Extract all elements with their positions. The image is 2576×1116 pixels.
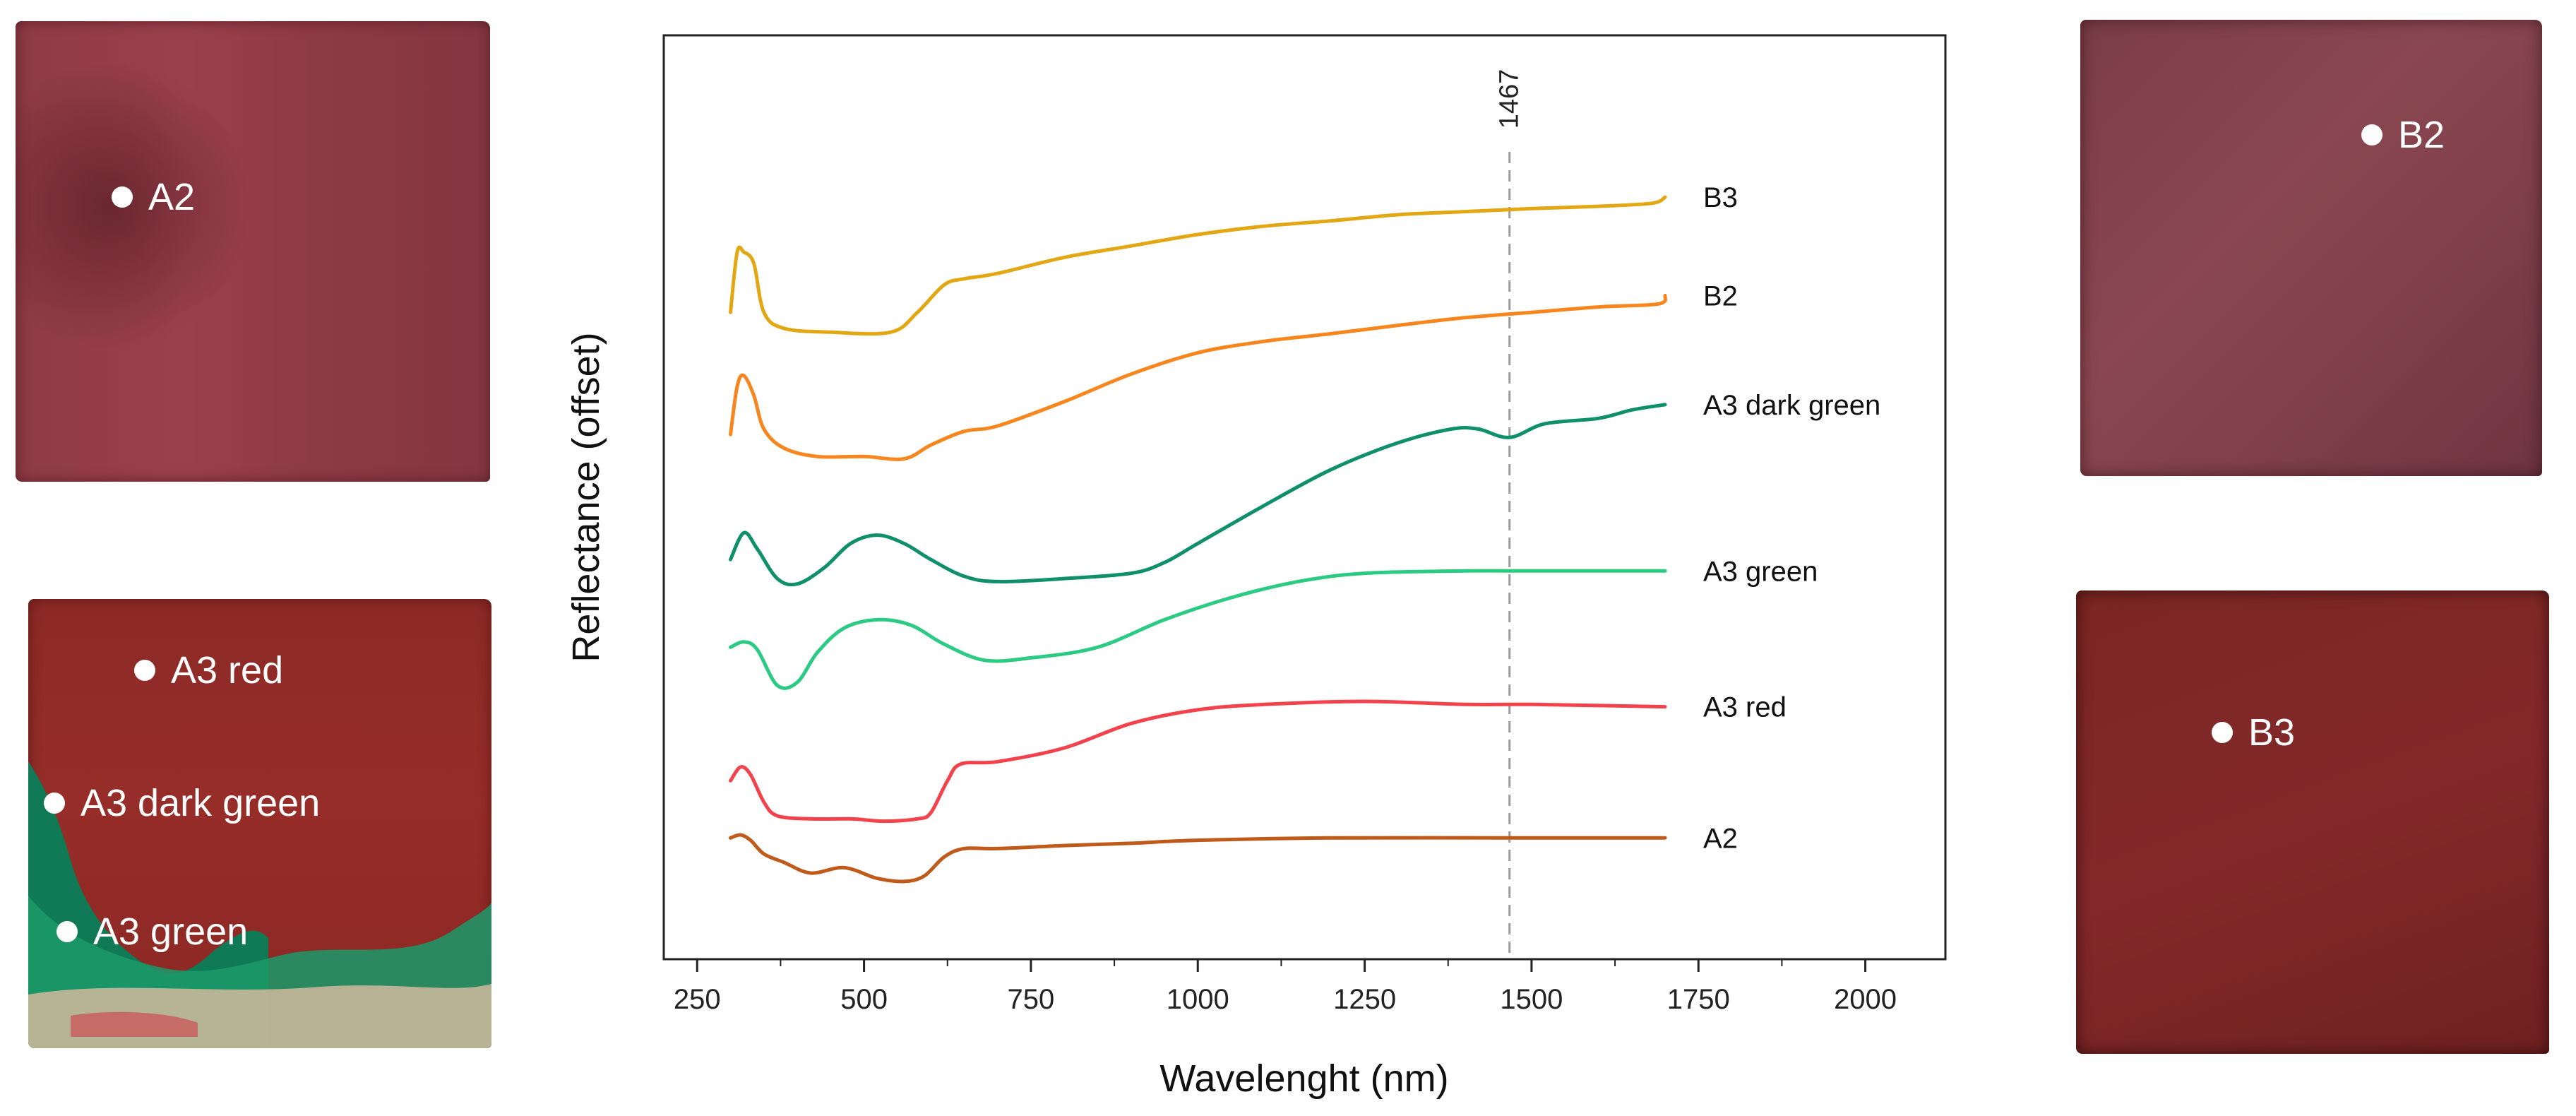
glass-tile-b2 bbox=[2080, 20, 2542, 476]
marker-dot bbox=[56, 921, 78, 942]
glass-tile-a3 bbox=[28, 599, 491, 1048]
series-label-b2: B2 bbox=[1703, 280, 1738, 311]
annotation-label: 1467 bbox=[1495, 69, 1525, 129]
series-label-b3: B3 bbox=[1703, 182, 1738, 213]
marker-b3: B3 bbox=[2212, 711, 2295, 754]
series-label-a3-dark-green: A3 dark green bbox=[1703, 390, 1880, 421]
series-line-b3 bbox=[729, 195, 1667, 336]
series-label-a3-red: A3 red bbox=[1703, 692, 1787, 723]
x-tick-label: 750 bbox=[1008, 984, 1055, 1015]
marker-dot bbox=[134, 660, 155, 681]
x-axis-ticks: 250 500 750 1000 1250 1500 1750 2000 bbox=[674, 959, 1897, 1015]
marker-label-b3: B3 bbox=[2248, 711, 2296, 754]
marker-label-a3-dark-green: A3 dark green bbox=[80, 782, 321, 824]
marker-a3-green: A3 green bbox=[56, 910, 248, 954]
photo-sample-b2: B2 bbox=[2080, 20, 2542, 476]
series-line-a3-green bbox=[729, 569, 1667, 690]
marker-a2: A2 bbox=[112, 175, 195, 219]
marker-label-a2: A2 bbox=[148, 176, 196, 218]
x-axis-title: Wavelenght (nm) bbox=[1159, 1057, 1448, 1100]
x-tick-label: 1250 bbox=[1333, 984, 1396, 1015]
series-lines bbox=[729, 195, 1668, 884]
y-axis-title: Reflectance (offset) bbox=[565, 332, 607, 662]
marker-a3-dark-green: A3 dark green bbox=[44, 781, 320, 825]
red-inclusion bbox=[71, 1011, 198, 1037]
photo-sample-a3: A3 red A3 dark green A3 green bbox=[28, 599, 491, 1048]
marker-dot bbox=[2212, 722, 2233, 743]
series-line-a3-dark-green bbox=[729, 403, 1667, 587]
marker-dot bbox=[112, 186, 133, 208]
photo-sample-a2: A2 bbox=[16, 21, 490, 482]
x-tick-label: 1750 bbox=[1667, 984, 1730, 1015]
x-tick-label: 2000 bbox=[1834, 984, 1897, 1015]
x-tick-label: 1500 bbox=[1500, 984, 1563, 1015]
marker-dot bbox=[44, 793, 65, 814]
marker-label-a3-green: A3 green bbox=[93, 910, 249, 953]
marker-b2: B2 bbox=[2361, 113, 2445, 157]
glass-tile-b3 bbox=[2076, 590, 2549, 1054]
series-labels: B3 B2 A3 dark green A3 green A3 red A2 bbox=[1703, 182, 1880, 854]
series-label-a3-green: A3 green bbox=[1703, 556, 1818, 587]
series-line-b2 bbox=[729, 293, 1668, 461]
plot-frame bbox=[662, 34, 1947, 961]
marker-label-b2: B2 bbox=[2398, 114, 2445, 156]
marker-label-a3-red: A3 red bbox=[171, 649, 284, 691]
annotation-1467: 1467 bbox=[1495, 69, 1525, 959]
green-corrosion-layer bbox=[28, 761, 491, 1048]
series-label-a2: A2 bbox=[1703, 823, 1738, 854]
x-tick-label: 500 bbox=[840, 984, 888, 1015]
marker-a3-red: A3 red bbox=[134, 648, 283, 692]
photo-sample-b3: B3 bbox=[2076, 590, 2549, 1054]
x-tick-label: 1000 bbox=[1167, 984, 1229, 1015]
series-line-a2 bbox=[729, 833, 1667, 884]
x-tick-label: 250 bbox=[674, 984, 721, 1015]
glass-tile-a2 bbox=[16, 21, 490, 482]
marker-dot bbox=[2361, 124, 2383, 146]
series-line-a3-red bbox=[729, 699, 1667, 824]
